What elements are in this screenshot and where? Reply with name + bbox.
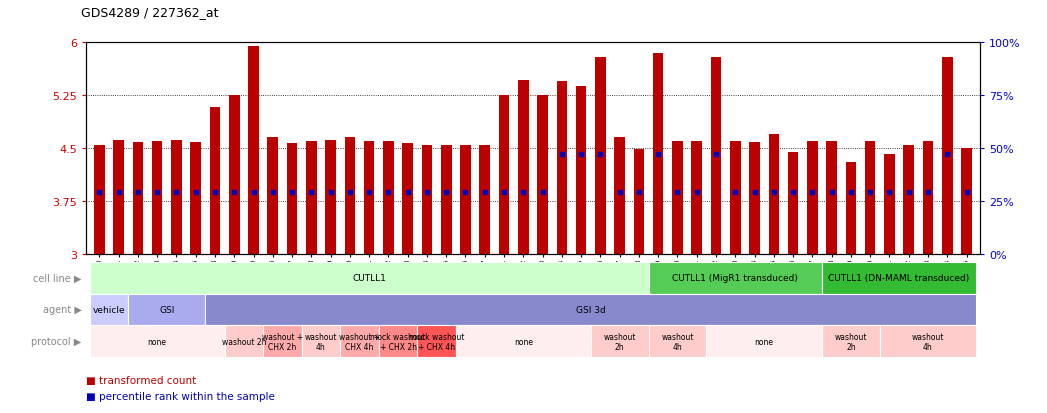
Bar bbox=[152, 142, 162, 254]
Text: washout
2h: washout 2h bbox=[603, 332, 636, 351]
Bar bbox=[302, 325, 340, 357]
Bar bbox=[498, 96, 509, 254]
Bar bbox=[730, 142, 740, 254]
Bar bbox=[711, 57, 721, 254]
Text: protocol ▶: protocol ▶ bbox=[31, 337, 82, 347]
Bar bbox=[90, 325, 225, 357]
Bar bbox=[648, 325, 707, 357]
Bar bbox=[90, 262, 648, 294]
Bar bbox=[480, 145, 490, 254]
Bar bbox=[595, 57, 605, 254]
Text: ■ percentile rank within the sample: ■ percentile rank within the sample bbox=[86, 392, 274, 401]
Text: mock washout
+ CHX 4h: mock washout + CHX 4h bbox=[408, 332, 464, 351]
Bar bbox=[672, 142, 683, 254]
Bar bbox=[287, 144, 297, 254]
Bar bbox=[653, 54, 664, 254]
Bar bbox=[441, 145, 451, 254]
Text: CUTLL1 (DN-MAML transduced): CUTLL1 (DN-MAML transduced) bbox=[828, 273, 970, 282]
Bar bbox=[691, 142, 703, 254]
Bar bbox=[826, 142, 837, 254]
Text: GSI 3d: GSI 3d bbox=[576, 305, 605, 314]
Bar bbox=[961, 149, 972, 254]
Bar bbox=[768, 135, 779, 254]
Text: washout
4h: washout 4h bbox=[662, 332, 694, 351]
Bar bbox=[248, 47, 259, 254]
Bar bbox=[518, 81, 529, 254]
Bar bbox=[787, 152, 799, 254]
Text: none: none bbox=[148, 337, 166, 346]
Bar bbox=[648, 262, 822, 294]
Bar bbox=[807, 142, 818, 254]
Bar bbox=[750, 143, 760, 254]
Bar bbox=[707, 325, 822, 357]
Text: ■ transformed count: ■ transformed count bbox=[86, 375, 196, 385]
Bar bbox=[904, 145, 914, 254]
Bar bbox=[225, 325, 263, 357]
Bar bbox=[422, 145, 432, 254]
Bar bbox=[340, 325, 379, 357]
Bar bbox=[846, 163, 856, 254]
Text: washout 2h: washout 2h bbox=[222, 337, 266, 346]
Bar bbox=[383, 142, 394, 254]
Bar bbox=[822, 262, 976, 294]
Text: GSI: GSI bbox=[159, 305, 175, 314]
Bar bbox=[591, 325, 648, 357]
Bar bbox=[557, 82, 567, 254]
Bar bbox=[576, 87, 586, 254]
Bar bbox=[379, 325, 418, 357]
Text: cell line ▶: cell line ▶ bbox=[34, 273, 82, 283]
Bar bbox=[209, 108, 220, 254]
Text: none: none bbox=[514, 337, 533, 346]
Bar bbox=[191, 143, 201, 254]
Text: washout
4h: washout 4h bbox=[305, 332, 337, 351]
Bar bbox=[363, 142, 375, 254]
Bar bbox=[942, 57, 953, 254]
Text: washout +
CHX 4h: washout + CHX 4h bbox=[339, 332, 380, 351]
Bar bbox=[455, 325, 591, 357]
Text: mock washout
+ CHX 2h: mock washout + CHX 2h bbox=[371, 332, 426, 351]
Text: none: none bbox=[755, 337, 774, 346]
Bar bbox=[344, 138, 355, 254]
Bar bbox=[90, 294, 128, 325]
Bar bbox=[922, 142, 933, 254]
Text: washout +
CHX 2h: washout + CHX 2h bbox=[262, 332, 303, 351]
Bar bbox=[171, 140, 182, 254]
Bar bbox=[263, 325, 302, 357]
Bar bbox=[128, 294, 205, 325]
Bar bbox=[94, 145, 105, 254]
Bar bbox=[615, 138, 625, 254]
Text: CUTLL1 (MigR1 transduced): CUTLL1 (MigR1 transduced) bbox=[672, 273, 798, 282]
Bar bbox=[884, 154, 895, 254]
Bar bbox=[537, 96, 548, 254]
Text: agent ▶: agent ▶ bbox=[43, 305, 82, 315]
Bar bbox=[402, 144, 413, 254]
Bar bbox=[822, 325, 879, 357]
Text: vehicle: vehicle bbox=[93, 305, 126, 314]
Bar bbox=[633, 150, 644, 254]
Text: GDS4289 / 227362_at: GDS4289 / 227362_at bbox=[81, 6, 218, 19]
Bar bbox=[418, 325, 455, 357]
Bar bbox=[326, 140, 336, 254]
Bar bbox=[267, 138, 279, 254]
Bar bbox=[205, 294, 976, 325]
Bar bbox=[306, 142, 316, 254]
Bar bbox=[865, 142, 875, 254]
Bar bbox=[113, 140, 124, 254]
Text: washout
4h: washout 4h bbox=[912, 332, 944, 351]
Bar bbox=[879, 325, 976, 357]
Bar bbox=[133, 143, 143, 254]
Bar bbox=[229, 96, 240, 254]
Bar bbox=[461, 145, 471, 254]
Text: CUTLL1: CUTLL1 bbox=[352, 273, 386, 282]
Text: washout
2h: washout 2h bbox=[834, 332, 867, 351]
